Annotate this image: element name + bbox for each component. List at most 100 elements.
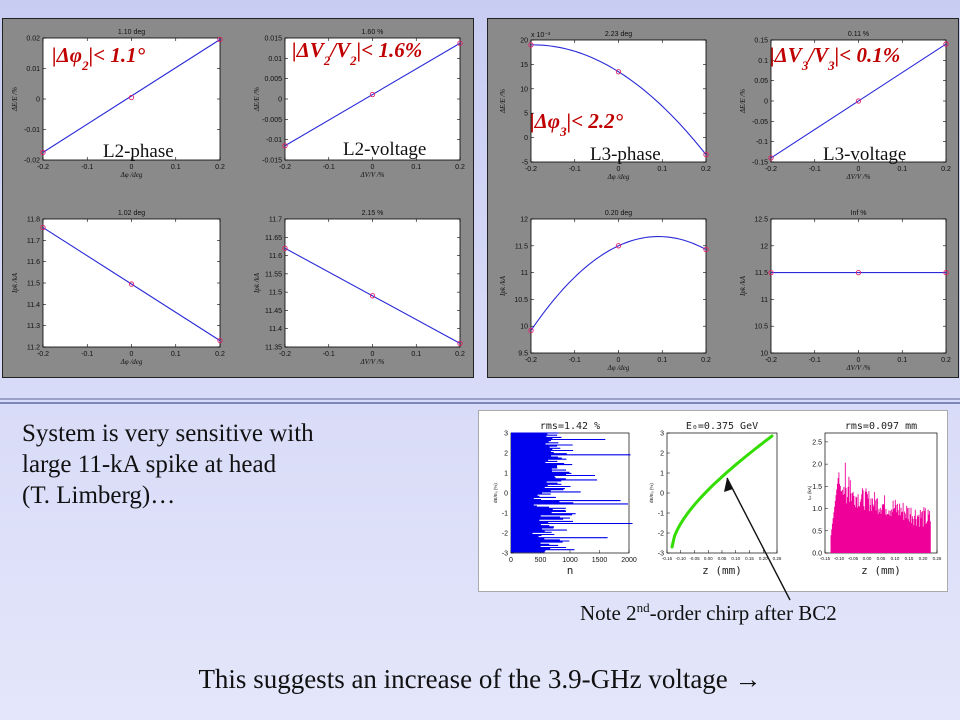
y-tick-label: 11.55 (265, 271, 282, 278)
y-tick-label: -1 (502, 511, 508, 518)
plot-p4: -0.2 -0.1 0 0.1 0.2 -0.15 -0.1 -0.05 0 0.05 0.1 0.1… (739, 31, 951, 181)
y-axis-label: ΔE/E /% (499, 89, 507, 114)
x-tick-label: 0.20 (759, 556, 768, 561)
x-tick-label: 0.2 (215, 351, 225, 358)
x-tick-label: 0.2 (215, 164, 225, 171)
data-point (615, 243, 622, 249)
inset-x-label: z (mm) (861, 564, 901, 577)
plot-area: -0.2 -0.1 0 0.1 0.2 10 10.5 11 11.5 12 12.5 Inf % ΔV… (739, 210, 951, 372)
x-tick-label: -0.2 (525, 166, 537, 173)
x-tick-label: 0.05 (877, 556, 886, 561)
y-tick-label: 11.35 (265, 345, 282, 352)
x-tick-label: -0.2 (765, 357, 777, 364)
y-tick-label: -2 (658, 531, 664, 538)
y-tick-label: 12.5 (754, 217, 768, 224)
x-tick-label: 0.2 (455, 164, 465, 171)
x-axis-label: ΔV/V /% (359, 358, 384, 366)
x-axis-label: ΔV/V /% (845, 173, 870, 181)
ann-tail: |< 1.6% (357, 38, 423, 62)
y-tick-label: 0 (278, 97, 282, 104)
inset-y-label: Iₚₖ (kA) (807, 485, 812, 500)
x-tick-label: 0 (130, 351, 134, 358)
x-tick-label: -0.2 (279, 164, 291, 171)
x-tick-label: 2000 (621, 557, 637, 564)
y-tick-label: -0.02 (24, 158, 40, 165)
y-tick-label: -0.15 (752, 160, 768, 167)
plot-area: -0.2 -0.1 0 0.1 0.2 11.35 11.4 11.45 11.5 11.55 11… (253, 210, 465, 366)
ann-symbol: V (814, 43, 830, 67)
data-point (128, 94, 135, 101)
x-tick-label: 0 (130, 164, 134, 171)
y-tick-label: 10.5 (514, 297, 528, 304)
x-tick-label: -0.2 (525, 357, 537, 364)
x-tick-label: -0.2 (37, 164, 49, 171)
plot-p5: -0.2 -0.1 0 0.1 0.2 11.2 11.3 11.4 11.5 11.6 11.7 1… (11, 210, 225, 366)
plot-area: -0.2 -0.1 0 0.1 0.2 -0.15 -0.1 -0.05 0 0.05 0.1 0.1… (739, 31, 951, 181)
x-tick-label: 0.1 (657, 357, 667, 364)
y-tick-label: 10.5 (754, 324, 768, 331)
plot-area: -0.2 -0.1 0 0.1 0.2 -0.015 -0.01 -0.005 0 0.005 0.… (253, 29, 465, 179)
ann-subscript: 3 (801, 58, 809, 73)
x-tick-label: 1000 (562, 557, 578, 564)
x-tick-label: -0.05 (689, 556, 700, 561)
x-tick-label: 0.2 (701, 166, 711, 173)
y-tick-label: 12 (760, 243, 768, 250)
ann-symbol: φ (70, 43, 82, 67)
inset-y-label: dE/E₀ (%) (493, 483, 498, 503)
tolerance-annotation: |Δφ2|< 1.1° (52, 43, 146, 73)
y-axis-label: ΔE/E /% (739, 89, 747, 114)
fit-line (284, 42, 461, 147)
x-tick-label: 0.15 (745, 556, 754, 561)
x-tick-label: 0 (617, 357, 621, 364)
tolerance-annotation: |ΔV2/V2|< 1.6% (292, 38, 422, 68)
fit-line (42, 39, 221, 153)
data-point (369, 293, 376, 299)
ann-subscript: 2 (349, 53, 357, 68)
data-point (282, 143, 288, 149)
x-tick-label: -0.1 (81, 164, 93, 171)
y-tick-label: -3 (502, 551, 508, 558)
y-tick-label: 11.7 (27, 238, 40, 245)
y-tick-label: 0.05 (754, 78, 768, 85)
plot-p6: -0.2 -0.1 0 0.1 0.2 11.35 11.4 11.45 11.5 11.55 11… (253, 210, 465, 366)
plot-title: 2.15 % (362, 210, 384, 217)
x-tick-label: 0.05 (718, 556, 727, 561)
inset-i2: -3 -2 -1 0 1 2 3 -0.15 -0.10 -0.05 0.00 0.05 0.10 0.1… (649, 421, 782, 577)
inset-title: rms=0.097 mm (845, 421, 917, 432)
x-axis-label: ΔV/V /% (359, 171, 384, 179)
y-tick-label: -0.01 (266, 137, 282, 144)
x-tick-label: -0.1 (569, 166, 581, 173)
ann-lead: |Δ (292, 38, 310, 62)
ann-tail: |< 1.1° (89, 43, 146, 67)
ann-lead: |Δ (530, 109, 548, 133)
y-axis-label: Ipk /kA (499, 275, 507, 297)
y-tick-label: 11.7 (269, 217, 282, 224)
inset-x-label: n (567, 564, 574, 577)
ann-symbol: V (336, 38, 352, 62)
x-tick-label: 0 (857, 166, 861, 173)
data-point (457, 340, 463, 346)
plot-frame (284, 218, 461, 348)
x-tick-label: 0.00 (863, 556, 872, 561)
x-tick-label: 0 (857, 357, 861, 364)
y-tick-label: 11.4 (27, 302, 40, 309)
x-tick-label: 0.25 (933, 556, 942, 561)
ann-subscript: 2 (81, 58, 89, 73)
y-tick-label: 3 (660, 431, 664, 438)
y-axis-label: Ipk /kA (739, 275, 747, 297)
x-tick-label: 0.1 (411, 351, 421, 358)
data-point (703, 152, 709, 158)
x-tick-label: -0.10 (834, 556, 845, 561)
ann-lead: |Δ (52, 43, 70, 67)
plot-area: -0.2 -0.1 0 0.1 0.2 11.2 11.3 11.4 11.5 11.6 11.7 1… (11, 210, 225, 366)
y-tick-label: 1 (660, 471, 664, 478)
plot-title: 0.20 deg (605, 210, 632, 217)
y-tick-label: 0.015 (264, 36, 282, 43)
x-tick-label: 500 (535, 557, 547, 564)
y-tick-label: 11 (761, 297, 768, 304)
x-tick-label: -0.15 (820, 556, 831, 561)
divider-line (0, 402, 960, 404)
x-tick-label: -0.1 (809, 166, 821, 173)
plot-name-label: L2-phase (103, 141, 174, 162)
